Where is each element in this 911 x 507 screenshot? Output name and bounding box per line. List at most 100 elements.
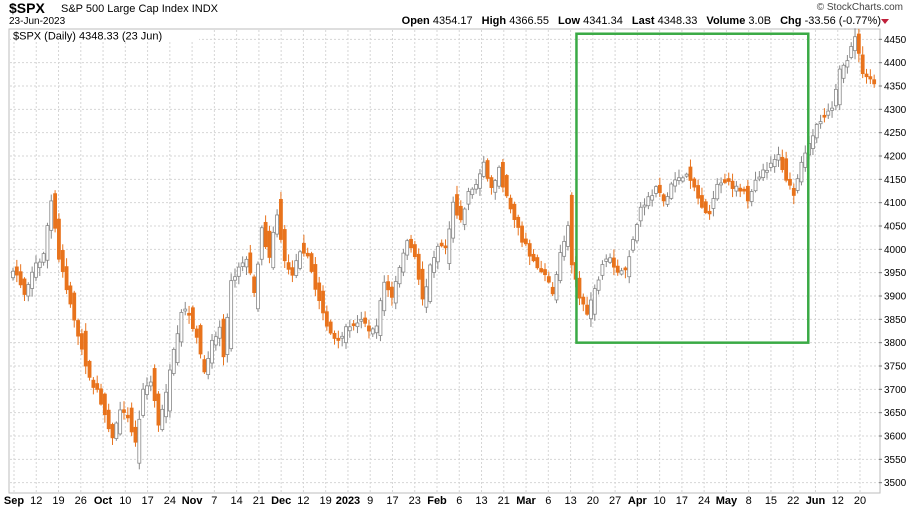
candle-body bbox=[359, 318, 364, 322]
candle bbox=[707, 204, 712, 220]
candle bbox=[30, 266, 35, 297]
candle bbox=[650, 189, 655, 207]
candle bbox=[374, 318, 379, 339]
candle-body bbox=[18, 271, 23, 286]
candle-body bbox=[76, 320, 80, 337]
candle bbox=[152, 364, 157, 408]
candle-body bbox=[776, 154, 781, 161]
candle bbox=[489, 175, 494, 195]
candle-body bbox=[554, 274, 559, 301]
x-tick-label: Feb bbox=[427, 495, 447, 507]
candle-body bbox=[252, 276, 257, 293]
candle-body bbox=[412, 244, 417, 258]
candle bbox=[275, 209, 279, 238]
candle-body bbox=[665, 196, 670, 205]
x-tick-label: 26 bbox=[75, 495, 87, 507]
candle bbox=[72, 290, 77, 328]
candle bbox=[726, 172, 731, 186]
x-tick-label: 24 bbox=[164, 495, 176, 507]
candle bbox=[263, 215, 268, 250]
y-tick-label: 3550 bbox=[884, 455, 907, 466]
candle-body bbox=[818, 121, 823, 125]
candle-body bbox=[416, 253, 421, 280]
candle-body bbox=[309, 253, 314, 272]
candle-body bbox=[340, 335, 345, 339]
candle-body bbox=[409, 238, 413, 249]
candle-body bbox=[692, 178, 697, 188]
candle-body bbox=[229, 280, 234, 350]
candle-body bbox=[213, 336, 218, 346]
candle bbox=[301, 234, 306, 257]
y-tick-label: 4000 bbox=[884, 245, 907, 256]
y-tick-label: 3700 bbox=[884, 385, 907, 396]
candle bbox=[451, 196, 456, 243]
candle-body bbox=[64, 266, 69, 291]
candle bbox=[814, 122, 819, 144]
candle-body bbox=[432, 257, 436, 273]
candle-body bbox=[290, 267, 295, 276]
candle-body bbox=[501, 162, 505, 188]
candle bbox=[49, 194, 54, 239]
candle-body bbox=[156, 393, 161, 426]
candle bbox=[447, 221, 452, 270]
candle bbox=[259, 225, 264, 266]
candle bbox=[206, 351, 211, 380]
candle-body bbox=[256, 263, 260, 310]
candle-body bbox=[34, 262, 38, 278]
candle bbox=[129, 402, 134, 436]
candle-body bbox=[439, 242, 444, 247]
candle bbox=[772, 154, 777, 173]
y-tick-label: 4250 bbox=[884, 128, 907, 139]
candle-body bbox=[634, 224, 639, 242]
candle-body bbox=[451, 201, 456, 239]
low-label: Low bbox=[558, 15, 581, 27]
candle bbox=[811, 129, 815, 156]
candle-body bbox=[623, 267, 628, 271]
candle bbox=[290, 260, 295, 283]
candle bbox=[508, 194, 513, 214]
candle bbox=[845, 54, 850, 74]
candle bbox=[359, 311, 364, 329]
candle-body bbox=[125, 414, 130, 419]
candle bbox=[520, 221, 524, 248]
candle bbox=[439, 239, 444, 248]
candle-body bbox=[768, 162, 773, 168]
candle bbox=[826, 103, 831, 119]
candle-body bbox=[286, 262, 291, 270]
candle-body bbox=[723, 179, 727, 183]
legend-background bbox=[11, 30, 199, 42]
candle bbox=[531, 249, 536, 263]
candle bbox=[83, 323, 88, 375]
candle bbox=[393, 275, 398, 310]
candle bbox=[860, 46, 865, 79]
candle bbox=[665, 192, 670, 207]
stockcharts-brand[interactable]: © StockCharts.com bbox=[816, 2, 903, 13]
candle-body bbox=[447, 228, 452, 264]
candle-body bbox=[734, 185, 739, 192]
candle-body bbox=[382, 281, 387, 312]
candle bbox=[596, 276, 601, 295]
candle bbox=[795, 174, 800, 194]
candle-body bbox=[841, 64, 846, 79]
candle-body bbox=[753, 179, 758, 192]
candle bbox=[22, 277, 27, 301]
candle-body bbox=[837, 68, 842, 106]
candle-body bbox=[259, 227, 264, 260]
x-tick-label: 13 bbox=[475, 495, 487, 507]
candle-body bbox=[745, 185, 750, 202]
candle-body bbox=[772, 159, 777, 168]
candle bbox=[397, 265, 402, 288]
candle-body bbox=[30, 271, 35, 289]
candle-body bbox=[539, 268, 544, 273]
candle-body bbox=[612, 257, 616, 268]
candle-body bbox=[244, 258, 249, 268]
candle bbox=[183, 301, 188, 316]
candle-body bbox=[133, 426, 138, 443]
last-value: 4348.33 bbox=[657, 15, 698, 27]
ticker-symbol: $SPX bbox=[9, 0, 45, 16]
candle bbox=[550, 282, 555, 297]
candle-body bbox=[788, 178, 792, 186]
candle bbox=[118, 401, 123, 436]
candle-body bbox=[646, 196, 651, 207]
